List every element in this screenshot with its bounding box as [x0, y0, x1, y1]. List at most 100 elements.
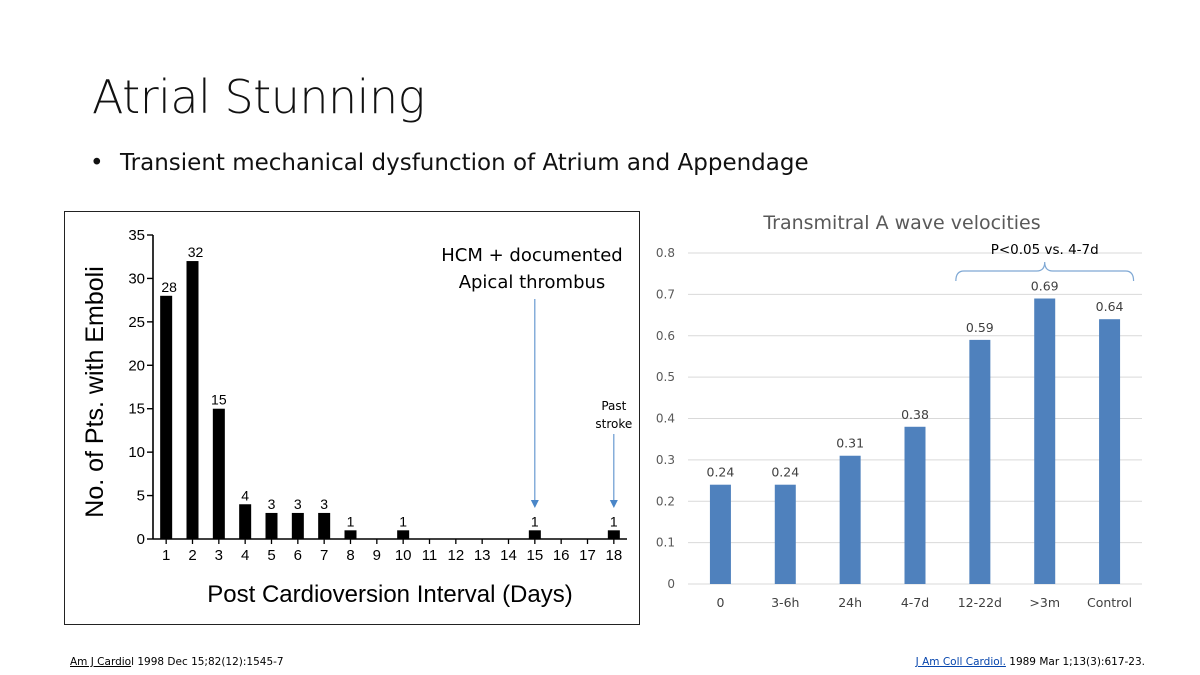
bar: [186, 261, 199, 539]
y-tick-label: 0.5: [656, 370, 675, 384]
bar: [318, 512, 331, 539]
x-tick-label: 4: [241, 547, 249, 564]
bar: [969, 339, 991, 584]
x-tick-label: 3-6h: [771, 595, 799, 610]
annotation-hcm-arrowhead: [530, 500, 539, 508]
bar-value-label: 4: [241, 487, 249, 503]
x-tick-label: 12-22d: [958, 595, 1002, 610]
bar-value-label: 1: [531, 513, 539, 529]
annotation-hcm-line2: Apical thrombus: [459, 272, 606, 293]
y-tick-label: 0.3: [656, 453, 675, 467]
bullet-text: Transient mechanical dysfunction of Atri…: [120, 150, 809, 176]
bar: [291, 512, 304, 539]
x-tick-label: Control: [1087, 595, 1132, 610]
x-tick-label: 7: [320, 547, 328, 564]
x-tick-label: 4-7d: [901, 595, 929, 610]
x-tick-label: 11: [422, 547, 438, 564]
bar-value-label: 0.31: [836, 436, 864, 451]
bar-value-label: 0.69: [1031, 279, 1059, 294]
x-tick-label: 3: [215, 547, 223, 564]
bar-value-label: 3: [294, 496, 302, 512]
bar-value-label: 0.38: [901, 407, 929, 422]
bar-value-label: 1: [399, 513, 407, 529]
bar: [1034, 298, 1056, 584]
annotation-stroke-arrowhead: [609, 500, 618, 508]
y-tick-label: 0.4: [656, 412, 675, 426]
emboli-chart-panel: 0 5 10 15 20 25 30 35 1 28 2 32 3 15 4 4 5 3 6 3 7 3 8 1 9 10 1 11 1…: [64, 211, 640, 625]
significance-bracket: [955, 261, 1135, 282]
annotation-hcm-line1: HCM + documented: [441, 245, 622, 266]
bar: [265, 512, 278, 539]
y-tick-label: 25: [128, 314, 145, 331]
x-tick-label: 17: [579, 547, 596, 564]
bar-value-label: 0.24: [707, 465, 735, 480]
reference-left-text: l 1998 Dec 15;82(12):1545-7: [131, 656, 284, 668]
bar-value-label: 1: [610, 513, 618, 529]
y-tick-label: 0: [667, 577, 675, 591]
y-tick-label: 35: [128, 227, 145, 244]
bullet-dot-icon: •: [90, 150, 104, 176]
y-axis-title: No. of Pts. with Emboli: [81, 266, 109, 517]
y-tick-label: 20: [128, 357, 145, 374]
bar: [239, 504, 252, 539]
bar-value-label: 32: [188, 244, 204, 260]
significance-label: P<0.05 vs. 4-7d: [991, 242, 1099, 258]
y-tick-label: 0.1: [656, 536, 675, 550]
bar-value-label: 15: [211, 392, 227, 408]
y-tick-label: 0: [137, 531, 145, 548]
y-tick-label: 0.2: [656, 494, 675, 508]
bar: [344, 530, 357, 539]
bar: [397, 530, 410, 539]
x-tick-label: 24h: [838, 595, 862, 610]
y-tick-label: 15: [128, 401, 145, 418]
reference-left-link[interactable]: Am J Cardio: [70, 656, 132, 668]
bar: [904, 426, 926, 584]
bar-value-label: 3: [268, 496, 276, 512]
y-tick-label: 5: [137, 488, 145, 505]
slide-title: Atrial Stunning: [92, 70, 425, 124]
y-tick-label: 30: [128, 270, 145, 287]
x-tick-label: 8: [346, 547, 354, 564]
reference-left: Am J Cardiol 1998 Dec 15;82(12):1545-7: [70, 656, 284, 668]
reference-right-text: 1989 Mar 1;13(3):617-23.: [1005, 656, 1145, 668]
annotation-stroke-line2: stroke: [595, 417, 632, 431]
y-tick-label: 0.8: [656, 246, 675, 260]
x-tick-label: 1: [162, 547, 170, 564]
y-tick-label: 0.7: [656, 287, 675, 301]
y-tick-label: 0.6: [656, 329, 675, 343]
x-tick-label: 0: [716, 595, 724, 610]
x-tick-label: 5: [267, 547, 275, 564]
x-tick-label: 15: [526, 547, 543, 564]
a-wave-chart: Transmitral A wave velocities 0 0.1 0.2 0.3 0…: [656, 212, 1142, 610]
bar: [709, 484, 731, 584]
bar: [774, 484, 796, 584]
x-tick-label: 14: [500, 547, 517, 564]
bullet-item: • Transient mechanical dysfunction of Atr…: [90, 150, 809, 176]
bar: [160, 295, 173, 539]
x-tick-label: 9: [373, 547, 381, 564]
x-tick-label: 2: [188, 547, 196, 564]
bar: [607, 530, 620, 539]
bar-value-label: 3: [320, 496, 328, 512]
bar: [528, 530, 541, 539]
annotation-stroke-line1: Past: [601, 399, 626, 413]
reference-right: J Am Coll Cardiol. 1989 Mar 1;13(3):617-…: [916, 656, 1145, 668]
bar-value-label: 0.59: [966, 320, 994, 335]
x-axis-title: Post Cardioversion Interval (Days): [207, 581, 572, 608]
a-wave-chart-panel: Transmitral A wave velocities 0 0.1 0.2 0.3 0…: [650, 205, 1170, 625]
bar-value-label: 0.24: [771, 465, 799, 480]
x-tick-label: 18: [605, 547, 622, 564]
x-tick-label: 6: [294, 547, 302, 564]
x-tick-label: >3m: [1029, 595, 1060, 610]
bar: [1099, 319, 1121, 584]
x-tick-label: 13: [474, 547, 491, 564]
x-tick-label: 10: [395, 547, 412, 564]
bar: [839, 455, 861, 584]
x-tick-label: 16: [553, 547, 570, 564]
x-tick-label: 12: [447, 547, 464, 564]
reference-right-link[interactable]: J Am Coll Cardiol.: [915, 656, 1006, 668]
bar: [212, 408, 225, 539]
y-tick-label: 10: [128, 444, 145, 461]
chart-title: Transmitral A wave velocities: [762, 212, 1040, 234]
